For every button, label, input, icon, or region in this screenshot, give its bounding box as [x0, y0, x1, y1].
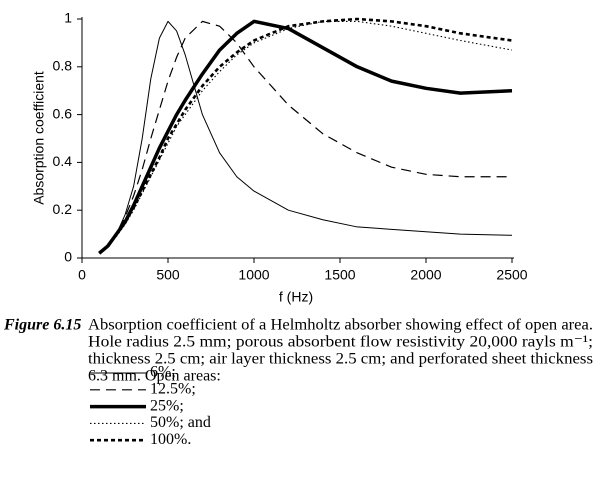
x-tick-label: 2000 [410, 267, 441, 283]
caption-label: Figure 6.15 [3, 317, 81, 334]
x-tick-label: 1000 [238, 267, 269, 283]
y-tick-label: 1 [64, 10, 72, 26]
series-line [98, 20, 513, 254]
caption-line: Hole radius 2.5 mm; porous absorbent flo… [88, 334, 593, 351]
caption-line: 6.3 mm. Open areas: [88, 368, 221, 385]
legend-label: 25%; [150, 397, 184, 414]
x-tick-label: 0 [78, 267, 86, 283]
x-tick-label: 2500 [496, 267, 527, 283]
series-line [98, 17, 513, 255]
legend-label: 6%; [150, 364, 176, 381]
x-tick-label: 500 [156, 267, 180, 283]
legend-label: 50%; and [150, 414, 211, 431]
series-line [98, 20, 512, 254]
series-line [98, 20, 513, 254]
y-tick-label: 0.2 [53, 201, 73, 217]
legend-label: 100%. [150, 431, 191, 448]
x-axis-label: f (Hz) [279, 289, 313, 305]
y-tick-label: 0.6 [53, 105, 73, 121]
caption-line: Absorption coefficient of a Helmholtz ab… [88, 317, 593, 334]
y-tick-label: 0.8 [53, 58, 73, 74]
y-tick-label: 0 [64, 249, 72, 265]
y-tick-label: 0.4 [53, 153, 73, 169]
y-axis-label: Absorption coefficient [31, 71, 47, 205]
legend-label: 12.5%; [150, 380, 196, 397]
x-tick-label: 1500 [324, 267, 355, 283]
series-line [98, 19, 513, 255]
caption-line: thickness 2.5 cm; air layer thickness 2.… [88, 351, 593, 368]
